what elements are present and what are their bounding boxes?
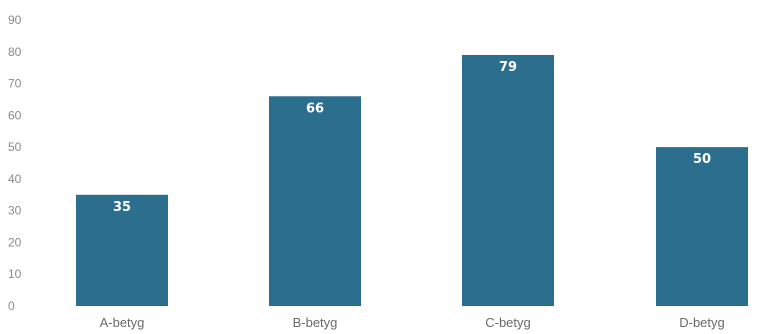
bar-value-label: 35 xyxy=(113,200,131,215)
y-tick-label: 0 xyxy=(8,299,15,313)
bar xyxy=(76,194,168,306)
y-tick-label: 90 xyxy=(8,13,22,27)
y-tick-label: 70 xyxy=(8,77,22,91)
y-tick-label: 40 xyxy=(8,172,22,186)
x-axis-category-labels: A-betyg B-betyg C-betyg D-betyg xyxy=(100,315,725,330)
bar xyxy=(462,54,554,307)
bar-data-labels: 35 66 79 50 xyxy=(113,60,711,215)
bar xyxy=(656,147,748,306)
bar-series xyxy=(76,54,748,307)
bar-value-label: 79 xyxy=(499,60,517,75)
y-tick-label: 30 xyxy=(8,204,22,218)
y-tick-label: 20 xyxy=(8,235,22,249)
x-category-label: D-betyg xyxy=(679,315,725,330)
x-category-label: A-betyg xyxy=(100,315,145,330)
x-category-label: C-betyg xyxy=(485,315,531,330)
y-tick-label: 80 xyxy=(8,45,22,59)
y-tick-label: 50 xyxy=(8,140,22,154)
y-tick-label: 10 xyxy=(8,267,22,281)
y-axis-tick-labels: 0 10 20 30 40 50 60 70 80 90 xyxy=(8,13,22,313)
x-category-label: B-betyg xyxy=(293,315,338,330)
bar-value-label: 50 xyxy=(693,152,711,167)
bar xyxy=(269,96,361,307)
y-tick-label: 60 xyxy=(8,108,22,122)
bar-value-label: 66 xyxy=(306,101,324,116)
